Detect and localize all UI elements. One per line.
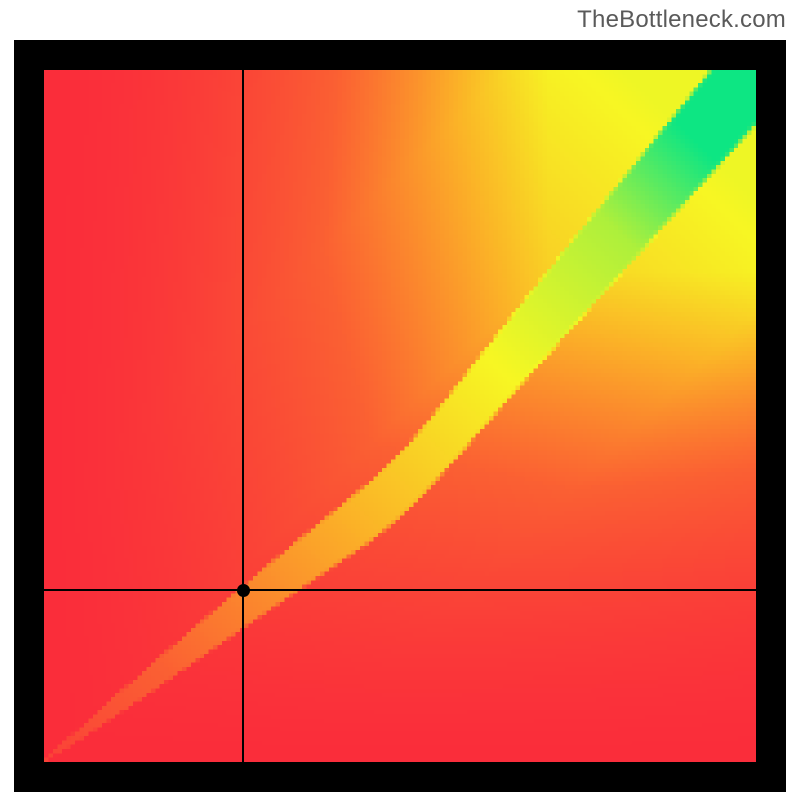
crosshair-horizontal [44,589,756,591]
crosshair-vertical [242,70,244,762]
bottleneck-heatmap [44,70,756,762]
selected-point-marker [237,584,250,597]
attribution-text: TheBottleneck.com [577,6,786,34]
chart-container: TheBottleneck.com [0,0,800,800]
